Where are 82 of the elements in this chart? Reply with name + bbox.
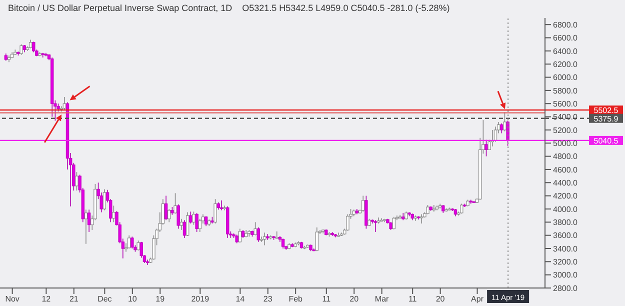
candlestick (392, 216, 396, 230)
y-tick-label: 2800.0 (553, 284, 578, 293)
ref-line-label: 5040.5 (594, 136, 619, 146)
y-tick-label: 4400.0 (553, 178, 578, 188)
candlestick (222, 205, 226, 211)
candlestick (238, 228, 242, 243)
y-tick-label: 5600.0 (553, 99, 578, 108)
candlestick (192, 211, 196, 226)
y-tick-label: 5200.0 (553, 126, 578, 135)
candlestick (260, 236, 264, 242)
y-tick-label: 6800.0 (553, 20, 578, 30)
candlestick (275, 230, 278, 239)
y-tick-label: 4600.0 (553, 165, 578, 174)
candlestick (112, 205, 116, 223)
candlestick (484, 139, 488, 157)
x-tick-label: Feb (288, 294, 304, 304)
chart-title: Bitcoin / US Dollar Perpetual Inverse Swap Contract, 1D (8, 3, 232, 13)
x-tick-label: 10 (128, 294, 138, 304)
y-tick-label: 6200.0 (553, 60, 578, 69)
x-tick-label: 14 (236, 294, 246, 304)
x-tick-label: 20 (436, 294, 446, 304)
x-tick-label: 11 (408, 294, 418, 304)
candlestick (500, 122, 504, 134)
y-tick-label: 6600.0 (553, 34, 578, 43)
x-tick-label: 2019 (191, 294, 210, 304)
y-tick-label: 4800.0 (553, 152, 578, 162)
y-tick-label: 5800.0 (553, 86, 578, 96)
candlestick (164, 195, 168, 221)
candlestick (87, 209, 91, 232)
candlestick (220, 200, 224, 211)
candlestick (136, 240, 140, 251)
y-tick-label: 3600.0 (553, 231, 578, 240)
y-tick-label: 4000.0 (553, 204, 578, 214)
y-tick-label: 3000.0 (553, 270, 578, 280)
candlestick (127, 234, 131, 249)
candlestick (146, 259, 150, 266)
y-tick-label: 6400.0 (553, 46, 578, 56)
candlestick (186, 212, 190, 236)
candlestick (214, 198, 217, 224)
candlestick (62, 96, 66, 111)
candlestick (374, 220, 378, 232)
ref-line-label: 5375.9 (594, 114, 619, 124)
x-tick-label: Mar (374, 294, 390, 304)
candlestick (174, 192, 177, 214)
candlestick (102, 188, 106, 211)
y-tick-label: 6000.0 (553, 73, 578, 82)
x-tick-label: Dec (98, 294, 112, 304)
candlestick (182, 220, 186, 238)
candlestick (32, 41, 36, 53)
y-tick-label: 4200.0 (553, 192, 578, 201)
ref-line-label: 5502.5 (594, 106, 619, 116)
candlestick (262, 232, 266, 246)
candlestick (75, 172, 78, 191)
candlestick (168, 208, 171, 223)
candlestick (189, 211, 192, 224)
text: O5321.5 H5342.5 L4959.0 C5040.5 -281.0 (-5.28%) (242, 3, 450, 13)
candlestick (20, 44, 23, 56)
x-tick-label: 12 (42, 294, 52, 304)
y-tick-label: 3200.0 (553, 258, 578, 266)
x-tick-label: Nov (5, 294, 20, 304)
candlestick (281, 238, 285, 249)
candlestick (315, 227, 319, 252)
candlestick (361, 195, 365, 212)
candlestick (130, 236, 134, 249)
y-tick-label: 3800.0 (553, 218, 578, 227)
x-tick-label: 11 (322, 294, 332, 304)
candlestick (204, 216, 208, 226)
candlestick (256, 227, 260, 242)
x-tick-label: 21 (69, 294, 79, 304)
candlestick (420, 214, 424, 224)
candlestick (195, 212, 198, 232)
candlestick (180, 218, 184, 230)
candlestick (84, 209, 88, 244)
x-tick-label: Apr (471, 294, 484, 304)
x-tick-label: 20 (350, 294, 360, 304)
candlestick (254, 222, 257, 236)
x-tick-label: 23 (263, 294, 273, 304)
candlestick (198, 218, 202, 232)
y-tick-label: 3400.0 (553, 244, 578, 254)
x-tick-label: 19 (156, 294, 166, 304)
y-tick-label: 5000.0 (553, 138, 578, 148)
candlestick (176, 204, 180, 230)
